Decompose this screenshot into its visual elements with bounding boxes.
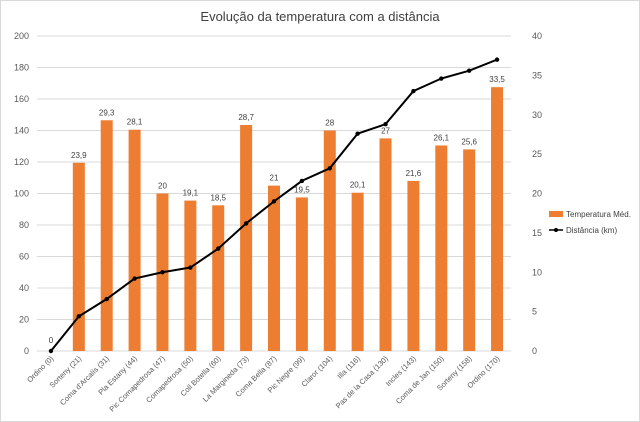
left-axis-ticks: 0 20 40 60 80 100 120 140 160 180 200 — [14, 31, 29, 356]
bar-data-label: 20,1 — [350, 181, 366, 190]
bar-data-label: 18,5 — [210, 193, 226, 202]
line-point — [355, 131, 360, 136]
bar-data-label: 21,6 — [406, 169, 422, 178]
legend-bar-swatch — [549, 211, 563, 217]
line-point — [299, 178, 305, 184]
right-tick-label: 35 — [532, 70, 542, 80]
right-tick-label: 0 — [532, 346, 537, 356]
legend: Temperatura Méd. Distância (km) — [549, 210, 631, 235]
right-tick-label: 20 — [532, 189, 542, 199]
right-axis-ticks: 0 5 10 15 20 25 30 35 40 — [532, 31, 542, 356]
bar — [212, 205, 225, 351]
line-point — [466, 68, 472, 73]
line-point — [271, 199, 277, 204]
line-point — [439, 76, 444, 81]
line-point — [494, 57, 500, 62]
left-tick-label: 100 — [14, 189, 29, 199]
line-point — [383, 122, 388, 127]
bar — [268, 185, 280, 351]
bar — [184, 200, 197, 351]
bar-data-label: 28 — [325, 119, 334, 128]
bar-data-label: 28,7 — [238, 113, 254, 122]
legend-line-marker — [554, 228, 558, 232]
bar — [72, 162, 85, 351]
left-tick-label: 140 — [14, 126, 29, 136]
bar-data-label: 25,6 — [461, 137, 477, 146]
right-tick-label: 10 — [532, 267, 542, 277]
left-tick-label: 20 — [19, 315, 29, 325]
right-tick-label: 5 — [532, 307, 537, 317]
chart-title: Evolução da temperatura com a distância — [200, 9, 440, 24]
bar — [240, 124, 253, 351]
bar-data-label: 19,1 — [183, 189, 199, 198]
line-point — [48, 348, 54, 354]
bar-data-label: 0 — [49, 336, 54, 345]
bar — [435, 145, 448, 351]
bar-data-label: 28,1 — [127, 118, 143, 127]
line-point — [104, 296, 109, 302]
bar-data-label: 26,1 — [434, 133, 450, 142]
bar — [351, 192, 364, 351]
left-tick-label: 120 — [14, 157, 29, 167]
line-point — [411, 88, 416, 94]
legend-line-label: Distância (km) — [566, 226, 617, 235]
bar — [323, 130, 336, 351]
right-tick-label: 40 — [532, 31, 542, 41]
line-point — [76, 314, 82, 319]
bar-data-label: 19,5 — [294, 185, 310, 194]
left-tick-label: 40 — [19, 283, 29, 293]
right-tick-label: 15 — [532, 228, 542, 238]
line-series — [48, 57, 500, 354]
left-tick-label: 160 — [14, 94, 29, 104]
left-tick-label: 80 — [19, 220, 29, 230]
bar — [295, 197, 308, 351]
bar — [463, 149, 476, 351]
right-tick-label: 25 — [532, 149, 542, 159]
left-tick-label: 200 — [14, 31, 29, 41]
legend-bar-label: Temperatura Méd. — [566, 210, 631, 219]
bar-data-label: 20 — [158, 182, 167, 191]
bar — [379, 138, 392, 351]
bar-data-labels: 0 23,9 29,3 28,1 20 19,1 18,5 28,7 21 19,5 28 20,1 2… — [49, 75, 506, 345]
bar — [407, 180, 420, 351]
line-point — [216, 246, 221, 251]
left-tick-label: 180 — [14, 63, 29, 73]
bar-data-label: 21 — [270, 174, 279, 183]
bar-data-label: 33,5 — [489, 75, 505, 84]
bar-data-label: 29,3 — [99, 108, 115, 117]
bar — [491, 87, 504, 351]
bar — [128, 129, 141, 351]
line-point — [188, 265, 193, 270]
line-point — [132, 276, 137, 281]
right-tick-label: 30 — [532, 110, 542, 120]
bar-data-label: 27 — [381, 126, 390, 135]
line-point — [243, 221, 249, 226]
bar-data-label: 23,9 — [71, 151, 87, 160]
bar — [100, 120, 113, 351]
left-tick-label: 60 — [19, 252, 29, 262]
line-point — [160, 270, 165, 275]
line-point — [327, 166, 332, 171]
left-tick-label: 0 — [24, 346, 29, 356]
